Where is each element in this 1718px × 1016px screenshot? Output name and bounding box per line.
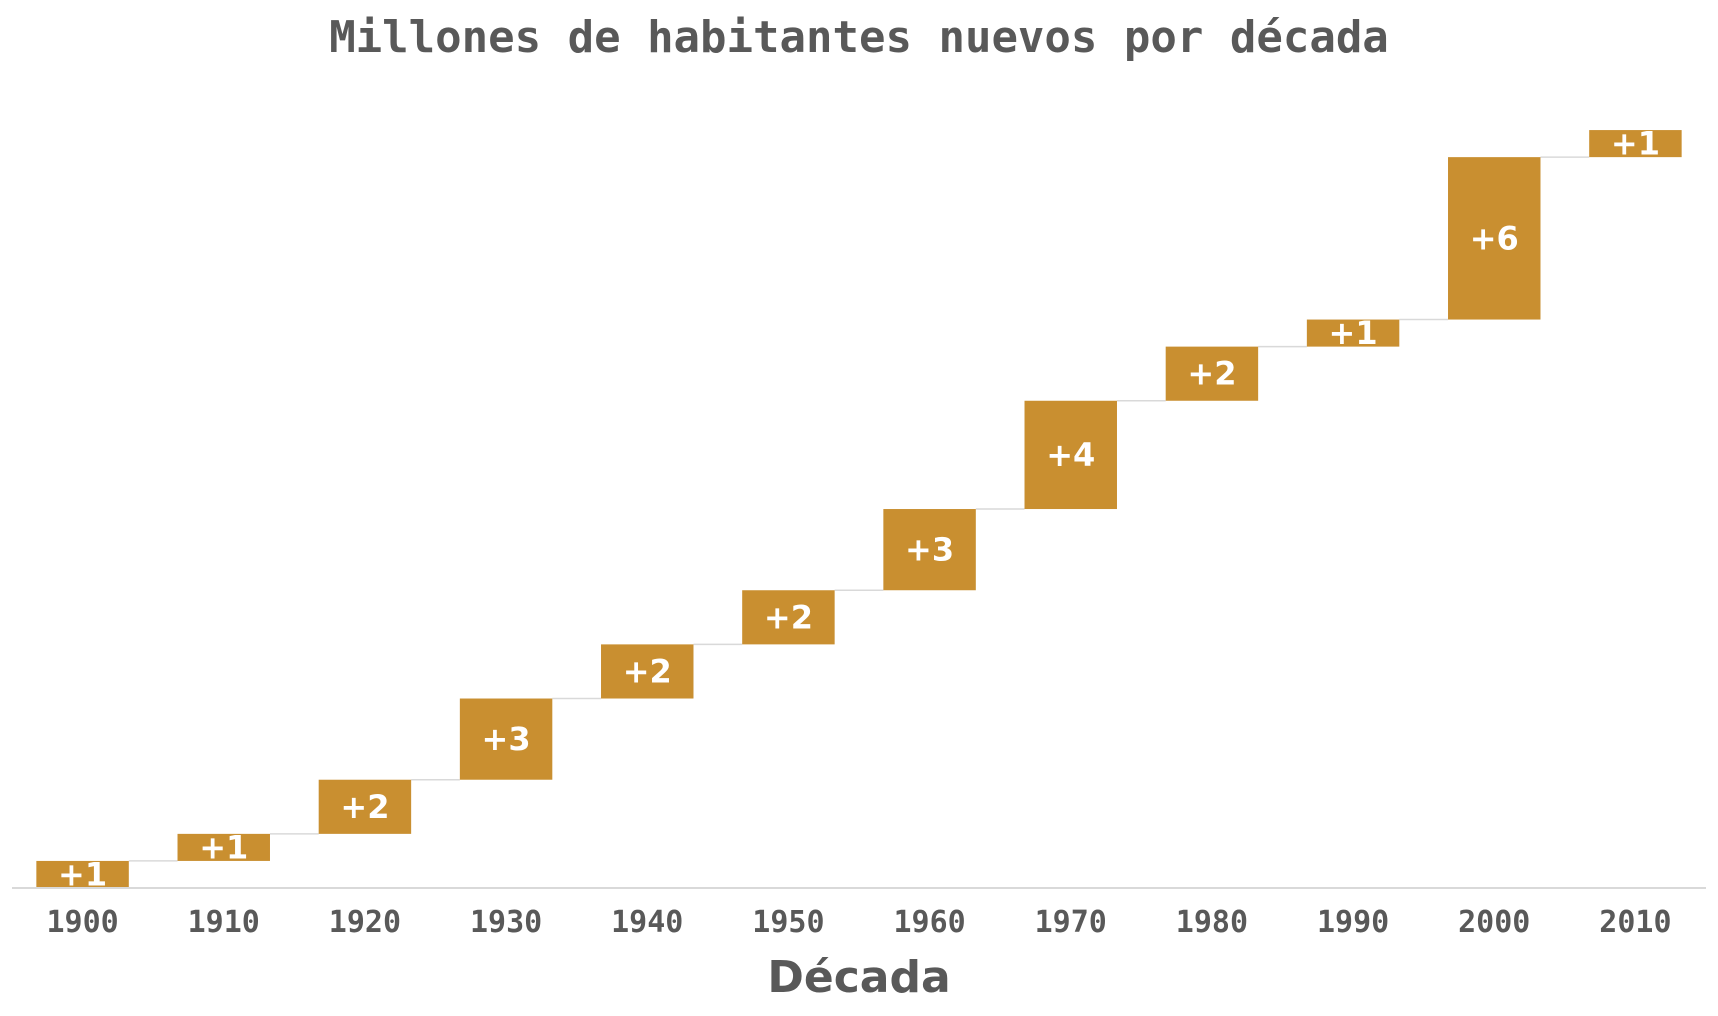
bar-1970 [1024,400,1117,510]
x-tick-label: 1920 [329,905,401,940]
x-tick-label: 1910 [188,905,260,940]
data-label-1910: +1 [199,828,248,866]
bar-1930 [459,698,553,780]
bar-1920 [318,779,412,834]
chart-title: Millones de habitantes nuevos por década [329,12,1389,63]
data-label-1930: +3 [482,720,531,758]
bar-1910 [177,833,270,861]
data-label-1940: +2 [623,652,672,690]
x-tick-label: 2000 [1458,905,1530,940]
bar-1990 [1306,319,1400,347]
x-axis-title: Década [767,952,950,1003]
x-tick-label: 1990 [1317,905,1389,940]
x-tick-label: 1980 [1176,905,1248,940]
data-label-1950: +2 [764,598,813,636]
data-label-2000: +6 [1470,219,1519,257]
x-tick-label: 1900 [46,905,118,940]
data-label-1980: +2 [1187,355,1236,393]
x-tick-label: 2010 [1599,905,1671,940]
x-tick-label: 1930 [470,905,542,940]
plot-area: +1+1+2+3+2+2+3+4+2+1+6+1 [36,125,1682,893]
data-label-1960: +3 [905,531,954,569]
data-label-1920: +2 [340,788,389,826]
bar-1950 [742,590,835,645]
bar-1940 [601,644,694,699]
x-tick-labels: 1900 1910 1920 1930 1940 1950 1960 1970 1980 1990… [46,905,1671,940]
x-tick-label: 1950 [752,905,824,940]
data-label-1970: +4 [1046,436,1095,474]
x-tick-label: 1970 [1035,905,1107,940]
bar-1980 [1165,346,1259,401]
x-tick-label: 1940 [611,905,683,940]
bar-2010 [1589,130,1682,158]
data-label-2010: +1 [1611,125,1660,163]
bar-1960 [883,509,976,591]
data-label-1990: +1 [1329,314,1378,352]
bar-1900 [36,860,129,888]
bar-2000 [1448,157,1541,320]
x-tick-label: 1960 [893,905,965,940]
